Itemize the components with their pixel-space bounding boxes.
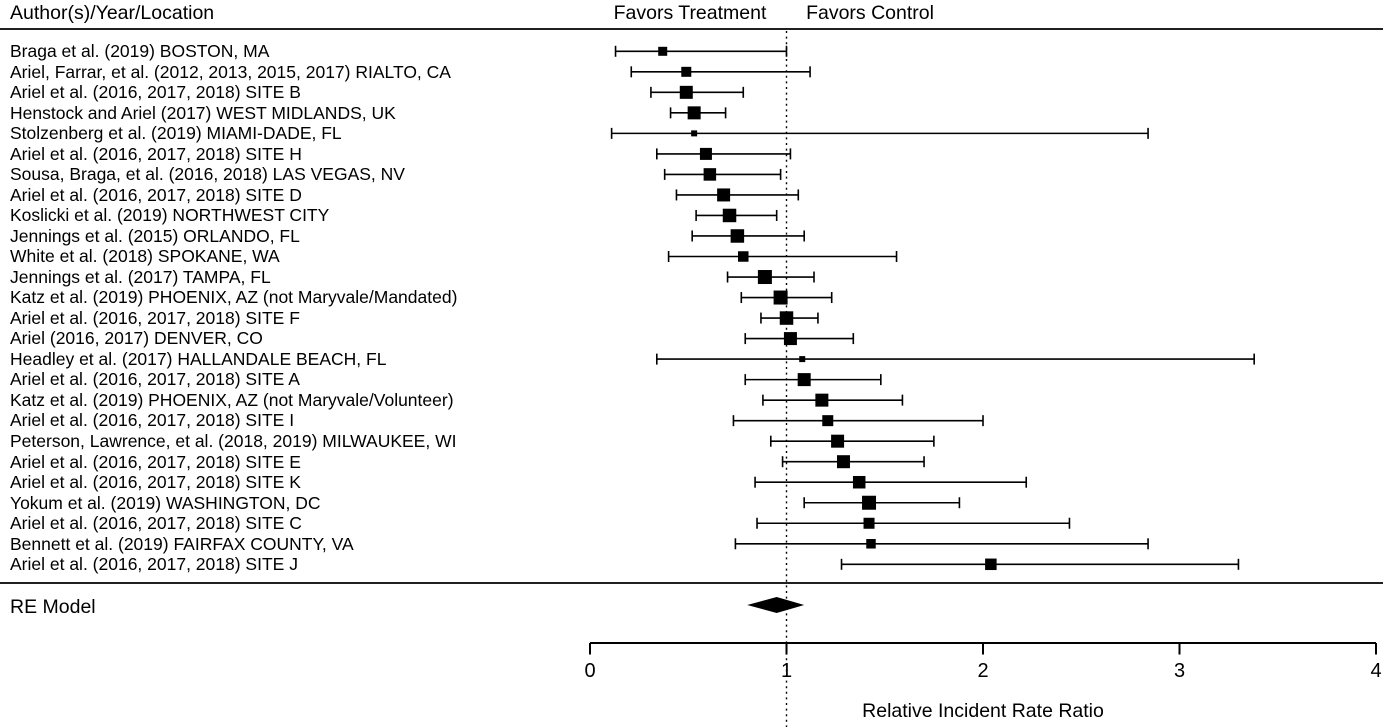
estimate-square bbox=[815, 393, 829, 407]
study-label: Ariel et al. (2016, 2017, 2018) SITE B bbox=[10, 82, 301, 103]
estimate-square bbox=[679, 85, 693, 99]
estimate-square bbox=[797, 373, 811, 387]
estimate-square bbox=[681, 66, 692, 77]
study-label: Jennings et al. (2017) TAMPA, FL bbox=[10, 266, 271, 287]
x-tick-label: 4 bbox=[1370, 660, 1382, 682]
study-label: Stolzenberg et al. (2019) MIAMI-DADE, FL bbox=[10, 123, 342, 144]
study-label: Yokum et al. (2019) WASHINGTON, DC bbox=[10, 492, 321, 513]
summary-diamond bbox=[747, 597, 805, 613]
estimate-square bbox=[985, 558, 997, 571]
study-label: Koslicki et al. (2019) NORTHWEST CITY bbox=[10, 205, 330, 226]
estimate-square bbox=[722, 208, 737, 223]
study-label: Ariel et al. (2016, 2017, 2018) SITE I bbox=[10, 410, 295, 431]
estimate-square bbox=[699, 147, 712, 160]
estimate-square bbox=[717, 188, 731, 202]
estimate-square bbox=[862, 495, 877, 510]
estimate-square bbox=[799, 356, 806, 363]
x-tick-label: 1 bbox=[780, 660, 793, 682]
estimate-square bbox=[687, 106, 701, 120]
estimate-square bbox=[779, 311, 794, 325]
study-label: Ariel (2016, 2017) DENVER, CO bbox=[10, 328, 263, 349]
study-label: Braga et al. (2019) BOSTON, MA bbox=[10, 41, 270, 62]
study-label: Headley et al. (2017) HALLANDALE BEACH, … bbox=[10, 348, 387, 369]
study-label: Ariel, Farrar, et al. (2012, 2013, 2015,… bbox=[10, 61, 451, 82]
estimate-square bbox=[658, 46, 668, 56]
estimate-square bbox=[691, 130, 698, 137]
estimate-square bbox=[773, 290, 788, 305]
study-label: Katz et al. (2019) PHOENIX, AZ (not Mary… bbox=[10, 287, 458, 308]
estimate-square bbox=[836, 455, 850, 469]
x-tick-label: 0 bbox=[584, 660, 596, 682]
study-label: Jennings et al. (2015) ORLANDO, FL bbox=[10, 225, 300, 246]
summary-label: RE Model bbox=[10, 596, 96, 618]
study-label: Bennett et al. (2019) FAIRFAX COUNTY, VA bbox=[10, 533, 354, 554]
estimate-square bbox=[831, 434, 845, 448]
study-label: Ariel et al. (2016, 2017, 2018) SITE D bbox=[10, 184, 302, 205]
favors-control-label: Favors Control bbox=[806, 2, 934, 24]
study-label: Ariel et al. (2016, 2017, 2018) SITE J bbox=[10, 554, 298, 575]
study-label: Ariel et al. (2016, 2017, 2018) SITE A bbox=[10, 369, 300, 390]
estimate-square bbox=[730, 229, 745, 243]
study-label: Ariel et al. (2016, 2017, 2018) SITE K bbox=[10, 472, 301, 493]
study-label: Peterson, Lawrence, et al. (2018, 2019) … bbox=[10, 430, 457, 451]
study-label: Katz et al. (2019) PHOENIX, AZ (not Mary… bbox=[10, 389, 454, 410]
estimate-square bbox=[852, 475, 866, 489]
estimate-square bbox=[863, 517, 875, 529]
study-label: Ariel et al. (2016, 2017, 2018) SITE E bbox=[10, 451, 301, 472]
study-label: Henstock and Ariel (2017) WEST MIDLANDS,… bbox=[10, 102, 396, 123]
estimate-square bbox=[757, 270, 772, 285]
study-label: Ariel et al. (2016, 2017, 2018) SITE H bbox=[10, 143, 302, 164]
x-axis-title: Relative Incident Rate Ratio bbox=[862, 700, 1104, 722]
study-label: Ariel et al. (2016, 2017, 2018) SITE C bbox=[10, 513, 302, 534]
estimate-square bbox=[866, 539, 876, 549]
favors-treatment-label: Favors Treatment bbox=[613, 2, 767, 24]
estimate-square bbox=[783, 332, 797, 346]
x-tick-label: 2 bbox=[977, 660, 989, 682]
study-label: Ariel et al. (2016, 2017, 2018) SITE F bbox=[10, 307, 300, 328]
estimate-square bbox=[738, 251, 749, 262]
estimate-square bbox=[703, 168, 717, 181]
x-tick-label: 3 bbox=[1173, 660, 1186, 682]
study-label: Sousa, Braga, et al. (2016, 2018) LAS VE… bbox=[10, 164, 405, 185]
column-header-authors: Author(s)/Year/Location bbox=[10, 2, 215, 24]
estimate-square bbox=[822, 415, 834, 427]
study-label: White et al. (2018) SPOKANE, WA bbox=[10, 246, 280, 267]
